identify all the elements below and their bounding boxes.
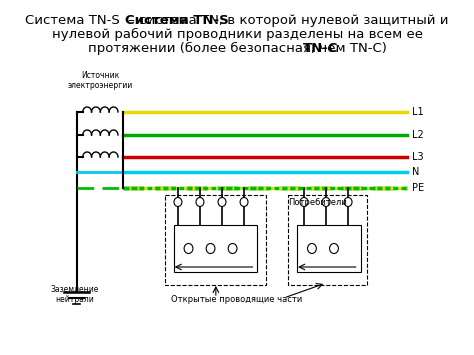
Text: PE: PE: [411, 183, 424, 193]
Bar: [173, 225, 257, 272]
Text: Источник
электроэнергии: Источник электроэнергии: [68, 71, 133, 90]
Text: TN-C: TN-C: [303, 42, 338, 55]
Circle shape: [329, 244, 338, 253]
Text: L3: L3: [411, 152, 423, 162]
Text: N: N: [411, 167, 419, 177]
Bar: [297, 225, 361, 272]
Text: L1: L1: [411, 107, 423, 117]
Text: протяжении (более безопасная, чем TN-C): протяжении (более безопасная, чем TN-C): [88, 42, 386, 55]
Text: Потребители: Потребители: [288, 198, 347, 207]
Circle shape: [308, 244, 316, 253]
Text: L2: L2: [411, 130, 423, 140]
Bar: [164, 195, 266, 285]
Circle shape: [218, 197, 226, 207]
Circle shape: [300, 197, 308, 207]
Circle shape: [322, 197, 330, 207]
Text: Система TN-S  – система TN, в которой нулевой защитный и: Система TN-S – система TN, в которой нул…: [25, 14, 449, 27]
Text: нулевой рабочий проводники разделены на всем ее: нулевой рабочий проводники разделены на …: [52, 28, 422, 41]
Text: Заземление
нейтрали: Заземление нейтрали: [51, 285, 99, 304]
Circle shape: [228, 244, 237, 253]
Text: Система TN-S: Система TN-S: [125, 14, 229, 27]
Circle shape: [184, 244, 193, 253]
Circle shape: [206, 244, 215, 253]
Circle shape: [196, 197, 204, 207]
Circle shape: [240, 197, 248, 207]
Circle shape: [174, 197, 182, 207]
Circle shape: [344, 197, 352, 207]
Text: Открытые проводящие части: Открытые проводящие части: [172, 295, 302, 304]
Bar: [288, 195, 367, 285]
